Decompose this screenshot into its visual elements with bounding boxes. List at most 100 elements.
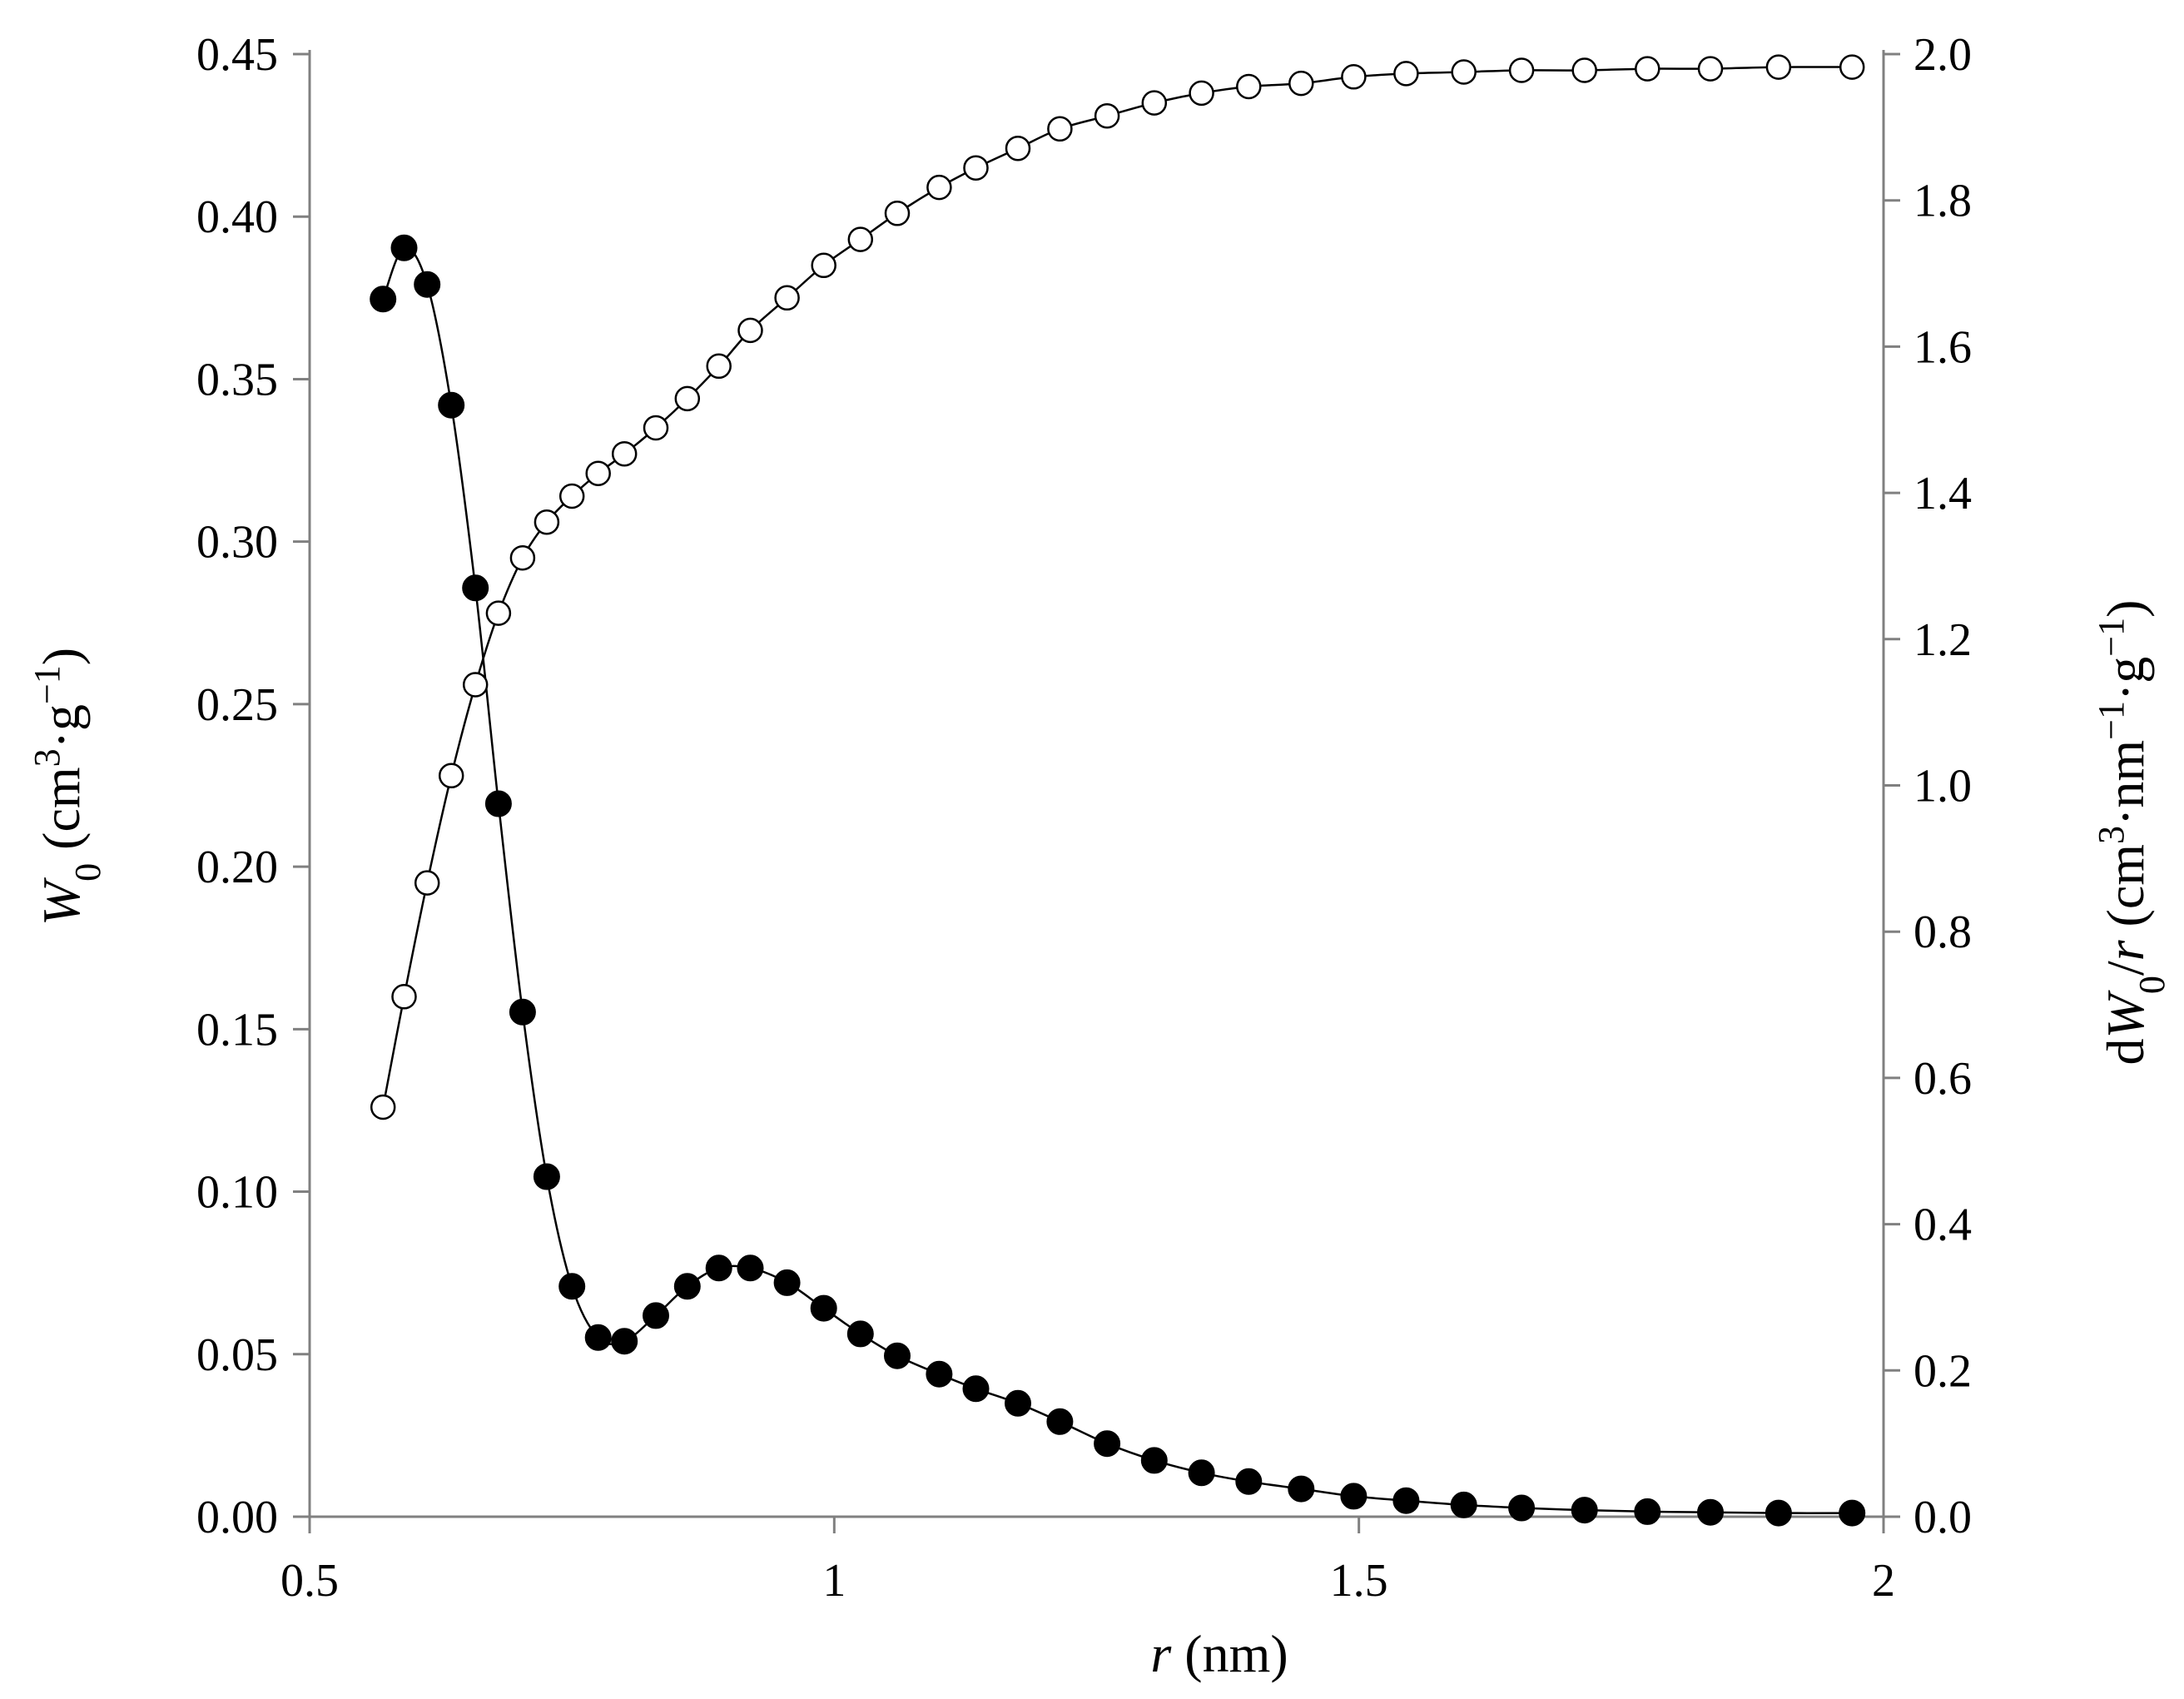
dw0-series-point [390,234,418,261]
series-lines [381,66,1853,1514]
dw0-series-point [1005,1389,1031,1417]
dw0-series-point [673,1273,701,1300]
y-left-unit-pre: (cm [32,767,91,863]
dw0-series-point [1288,1475,1315,1503]
x-axis-title: r (nm) [1150,1624,1288,1683]
dw0-series-point [1392,1487,1420,1514]
x-tick-label: 0.5 [280,1555,339,1607]
y-left-unit-mid: ·g [32,704,91,748]
y-right-tick-label: 1.8 [1913,176,1972,227]
y-left-tick-label: 0.30 [196,517,278,569]
w0-series-point [1236,73,1262,100]
dw0-series-point [846,1320,874,1348]
w0-series-point [585,460,611,486]
dw0-series-point [1508,1494,1536,1522]
w0-series-point [1094,102,1120,129]
dw0-series-point [1046,1408,1074,1435]
dw0-series-point [484,790,512,817]
w0-series-point [1839,54,1865,80]
w0-series-point [1635,56,1660,82]
y-right-tick-label: 0.8 [1913,907,1972,958]
y-right-axis-title: dW0/r (cm3·nm−1·g−1) [2091,600,2172,1066]
x-axis-unit: (nm) [1171,1624,1288,1683]
w0-series-point [706,353,732,380]
y-right-tick-label: 0.6 [1913,1053,1972,1105]
dw0-series-point [611,1328,638,1355]
w0-series-point [963,155,989,181]
dw0-series-point [509,998,536,1026]
x-tick-label: 1 [822,1555,846,1607]
dw0-series-point [370,286,397,313]
y-right-slash: / [2096,961,2155,976]
dw0-series-point [533,1163,560,1190]
y-left-tick-label: 0.20 [196,842,278,893]
w0-series-point [1141,90,1168,116]
w0-series-point [847,226,874,252]
w0-series-point [534,509,560,535]
y-left-supneg1: −1 [27,665,67,704]
dw0-series-line [382,246,1853,1514]
tick-labels: 0.5 1 1.5 2 0.00 0.05 0.10 0.15 0.20 0.25 0.30 0.35… [196,29,1972,1607]
dw0-series-point [1188,1459,1215,1487]
w0-series-point [774,285,800,311]
y-right-tick-label: 0.2 [1913,1345,1972,1397]
w0-series-point [1393,61,1419,87]
dw0-series-point [1634,1498,1661,1525]
dw0-series-point [962,1375,990,1403]
dw0-series-point [737,1254,764,1282]
y-left-tick-label: 0.05 [196,1329,278,1381]
series-markers [370,54,1866,1527]
y-left-tick-label: 0.15 [196,1004,278,1056]
y-right-unit-post: ) [2096,600,2155,618]
dw0-series-point [1450,1491,1477,1518]
y-right-tick-label: 0.0 [1913,1492,1972,1543]
y-right-unit-mid2: ·g [2096,657,2155,701]
dw0-series-point [414,271,441,298]
dw0-series-point [643,1302,669,1329]
w0-series-point [370,1094,396,1120]
y-right-unit-mid: ·nm [2096,740,2155,826]
w0-series-point [438,763,464,789]
y-right-var: W [2096,989,2155,1038]
y-left-unit-post: ) [32,648,91,665]
w0-series-point [414,870,440,896]
dw0-series-point [884,1342,911,1369]
w0-series-point [485,600,512,626]
y-left-sub: 0 [67,863,108,882]
w0-series-point [611,440,638,467]
dw0-series-point [1697,1498,1724,1526]
dw0-series-point [462,574,489,602]
y-right-sub: 0 [2132,976,2172,994]
y-right-tick-label: 1.6 [1913,321,1972,373]
w0-series-point [1571,57,1597,83]
w0-series-point [1005,135,1031,161]
y-right-tick-label: 0.4 [1913,1200,1972,1251]
y-right-tick-label: 1.0 [1913,761,1972,812]
y-left-var: W [32,877,91,926]
dw0-series-point [1765,1499,1792,1527]
w0-series-point [1341,64,1367,90]
dw0-series-point [1140,1447,1168,1474]
y-right-sup3: 3 [2091,826,2132,844]
w0-series-point [391,984,417,1010]
y-left-sup3: 3 [27,748,67,767]
y-right-tick-label: 2.0 [1913,29,1972,81]
w0-series-point [1697,56,1724,82]
w0-series-line [381,66,1853,1108]
w0-series-point [674,385,701,412]
w0-series-point [643,415,669,441]
y-left-tick-label: 0.35 [196,354,278,405]
y-right-tick-label: 1.2 [1913,614,1972,666]
dw0-series-point [584,1324,612,1351]
w0-series-point [1451,59,1477,85]
y-left-tick-label: 0.40 [196,191,278,243]
w0-series-point [462,672,489,698]
y-right-tick-label: 1.4 [1913,468,1972,519]
y-left-axis-title: W0 (cm3·g−1) [27,648,108,926]
dw0-series-point [558,1273,586,1300]
w0-series-point [1508,57,1535,83]
y-left-tick-label: 0.25 [196,679,278,731]
dw0-series-point [1571,1497,1598,1524]
dw0-series-point [705,1254,732,1282]
y-right-supneg1-b: −1 [2091,618,2132,657]
